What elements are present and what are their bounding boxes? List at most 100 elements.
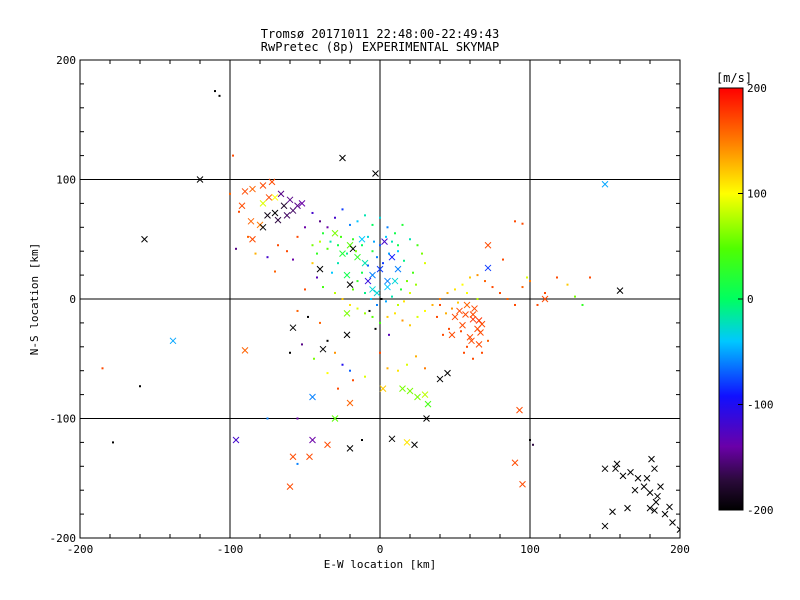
scatter-point-cross (343, 309, 351, 317)
scatter-point-dot (412, 271, 414, 274)
scatter-point-cross (646, 489, 654, 496)
scatter-point-dot (340, 235, 342, 238)
scatter-point-dot (367, 264, 369, 267)
x-axis-label: E-W location [km] (324, 558, 437, 571)
scatter-point-dot (514, 303, 516, 306)
scatter-point-cross (612, 465, 619, 473)
colorbar-unit-label: [m/s] (716, 71, 752, 85)
scatter-point-dot (334, 351, 336, 354)
scatter-point-dot (469, 276, 471, 279)
scatter-point-dot (506, 298, 509, 300)
scatter-point-cross (274, 216, 282, 224)
scatter-point-cross (289, 324, 297, 332)
scatter-point-dot (385, 300, 387, 303)
scatter-point-dot (289, 351, 291, 354)
scatter-point-dot (379, 321, 381, 324)
scatter-point-cross (477, 329, 484, 336)
scatter-point-dot (521, 222, 524, 225)
axis-ticks: -200-200 -100 -100 0 0 100 100 200 200 (50, 54, 690, 556)
scatter-point-cross (451, 313, 459, 321)
scatter-point-dot (476, 298, 479, 300)
scatter-point-dot (526, 276, 528, 279)
scatter-point-cross (619, 472, 627, 480)
scatter-point-dot (356, 307, 359, 310)
scatter-point-cross (627, 468, 634, 476)
scatter-point-dot (368, 309, 371, 312)
scatter-point-dot (371, 250, 374, 253)
scatter-point-dot (394, 312, 396, 315)
scatter-point-cross (331, 229, 339, 237)
scatter-point-dot (337, 244, 339, 247)
scatter-point-dot (361, 271, 363, 274)
scatter-point-cross (388, 253, 396, 261)
chart-title-line-1: Tromsø 20171011 22:48:00-22:49:43 (261, 27, 499, 41)
scatter-point-dot (529, 439, 531, 442)
scatter-point-cross (354, 253, 361, 261)
scatter-point-dot (232, 154, 234, 157)
scatter-point-cross (651, 507, 658, 514)
y-tick-label: 200 (56, 54, 76, 67)
colorbar-ticks: -200 -100 0 100 200 (738, 82, 774, 517)
scatter-point-dot (139, 385, 141, 388)
scatter-point-cross (466, 333, 474, 341)
scatter-point-dot (356, 220, 359, 223)
scatter-point-cross (634, 474, 642, 482)
scatter-point-cross (652, 498, 660, 506)
colorbar-tick-label: 0 (747, 293, 754, 306)
scatter-point-dot (218, 94, 221, 97)
scatter-point-dot (296, 462, 299, 465)
scatter-point-dot (229, 192, 231, 195)
scatter-point-cross (339, 250, 346, 257)
scatter-point-dot (379, 351, 381, 354)
scatter-point-cross (646, 504, 654, 512)
scatter-point-dot (445, 312, 447, 315)
scatter-point-dot (266, 417, 269, 420)
scatter-point-dot (304, 226, 306, 229)
scatter-point-dot (364, 214, 366, 217)
scatter-point-dot (454, 288, 456, 291)
scatter-point-dot (436, 315, 438, 318)
scatter-point-cross (666, 503, 673, 511)
scatter-point-dot (373, 240, 375, 243)
scatter-point-cross (624, 504, 631, 512)
scatter-point-dot (397, 303, 399, 306)
scatter-point-cross (343, 271, 351, 279)
scatter-point-cross (601, 465, 609, 473)
scatter-point-cross (471, 305, 478, 312)
scatter-point-dot (401, 319, 404, 322)
scatter-point-cross (468, 337, 475, 345)
scatter-point-cross (372, 170, 379, 177)
scatter-point-dot (442, 333, 444, 336)
scatter-point-dot (352, 379, 354, 382)
scatter-point-dot (326, 226, 329, 229)
scatter-point-cross (232, 436, 240, 444)
scatter-point-dot (292, 258, 294, 261)
scatter-point-dot (424, 262, 426, 265)
scatter-point-dot (574, 295, 576, 298)
scatter-point-cross (463, 301, 471, 309)
scatter-point-dot (313, 357, 315, 360)
scatter-point-dot (461, 283, 464, 286)
scatter-point-dot (334, 292, 336, 295)
scatter-point-cross (241, 347, 249, 354)
scatter-point-dot (391, 240, 393, 243)
scatter-point-dot (380, 298, 383, 300)
colorbar-tick-label: 100 (747, 188, 767, 201)
scatter-point-dot (536, 303, 539, 306)
scatter-point-dot (401, 223, 404, 226)
scatter-point-cross (331, 415, 339, 422)
colorbar-tick-label: -100 (747, 399, 774, 412)
scatter-point-dot (421, 252, 423, 255)
scatter-point-cross (264, 211, 271, 219)
scatter-point-cross (346, 399, 354, 407)
scatter-point-cross (411, 441, 418, 449)
scatter-point-cross (319, 345, 327, 353)
scatter-point-cross (394, 265, 402, 273)
scatter-point-dot (466, 292, 468, 295)
scatter-point-dot (529, 280, 531, 283)
scatter-point-dot (431, 303, 434, 306)
scatter-point-dot (352, 238, 354, 241)
scatter-point-dot (337, 387, 339, 390)
scatter-point-dot (214, 90, 216, 93)
scatter-point-cross (391, 277, 399, 285)
